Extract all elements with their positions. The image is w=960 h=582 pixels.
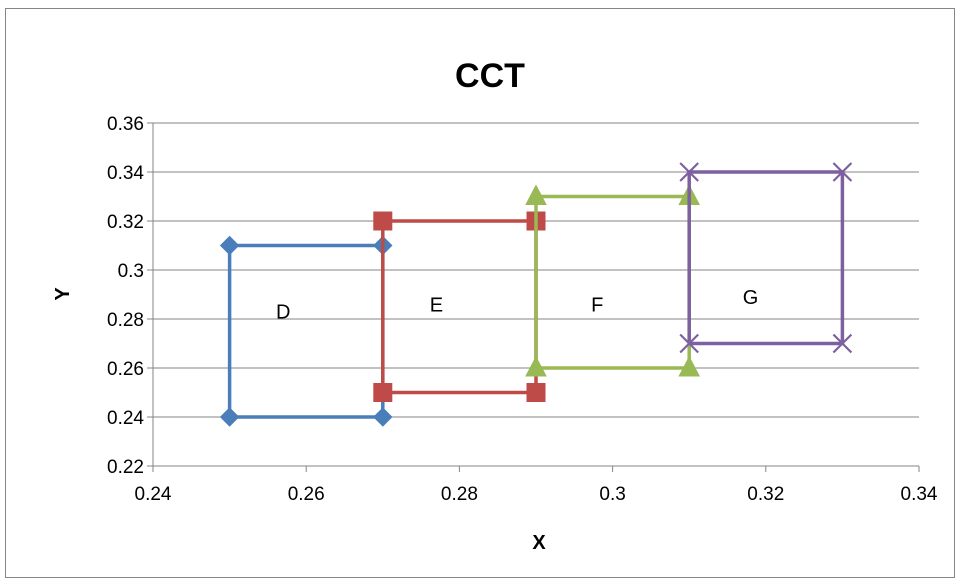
x-marker	[832, 162, 853, 182]
series-line	[534, 194, 691, 370]
square-marker	[373, 211, 393, 231]
x-marker-stroke	[679, 162, 699, 182]
x-marker	[832, 333, 853, 354]
y-tick-label: 0.24	[107, 408, 144, 429]
series-line	[227, 243, 385, 419]
y-tick-label: 0.22	[107, 457, 144, 478]
y-axis-title: Y	[52, 287, 74, 301]
square-marker	[526, 383, 546, 402]
series-f	[525, 184, 701, 377]
region-label-d: D	[276, 302, 290, 324]
y-tick-label: 0.34	[107, 163, 144, 184]
diamond-marker	[373, 407, 393, 427]
x-marker-stroke	[679, 333, 699, 354]
y-tick-label: 0.28	[107, 310, 144, 331]
x-marker	[679, 162, 699, 182]
x-tick-label: 0.26	[288, 484, 325, 505]
y-tick-label: 0.26	[107, 359, 144, 380]
x-marker-stroke	[832, 333, 853, 354]
series-e	[373, 211, 546, 402]
series-line	[381, 219, 538, 395]
region-label-f: F	[591, 294, 603, 316]
series-g	[679, 162, 853, 354]
x-tick-label: 0.28	[441, 484, 478, 505]
y-tick-label: 0.36	[107, 114, 144, 135]
diamond-marker	[219, 407, 240, 427]
chart-title: CCT	[455, 57, 525, 95]
x-tick-label: 0.3	[599, 484, 625, 505]
triangle-marker	[525, 184, 547, 205]
x-tick-label: 0.32	[747, 484, 784, 505]
x-marker-stroke	[832, 162, 853, 182]
square-marker	[373, 383, 393, 402]
diamond-marker	[219, 235, 240, 256]
x-tick-label: 0.34	[901, 484, 938, 505]
region-label-g: G	[743, 287, 759, 309]
region-label-e: E	[430, 294, 443, 316]
series-d	[219, 235, 393, 427]
x-tick-label: 0.24	[135, 484, 172, 505]
axes: 0.22 0.24 0.26 0.28 0.3 0.32 0.34 0.36 0.24 0.26 0…	[107, 114, 938, 505]
series-layer	[219, 162, 853, 427]
triangle-marker	[525, 355, 547, 377]
chart-frame: CCT 0.22 0.24 0.26 0.28 0.3 0.32 0.34 0.36 0.24 0…	[5, 8, 955, 578]
x-marker	[679, 333, 699, 354]
x-axis-title: X	[532, 532, 546, 554]
region-labels: D E F G	[276, 287, 758, 324]
chart-svg: CCT 0.220.240.260.280.30.320.340.360.24 0…	[52, 57, 938, 554]
y-tick-label: 0.32	[107, 212, 144, 233]
triangle-marker	[678, 355, 701, 377]
y-tick-label: 0.3	[118, 261, 144, 282]
series-line	[687, 170, 845, 346]
